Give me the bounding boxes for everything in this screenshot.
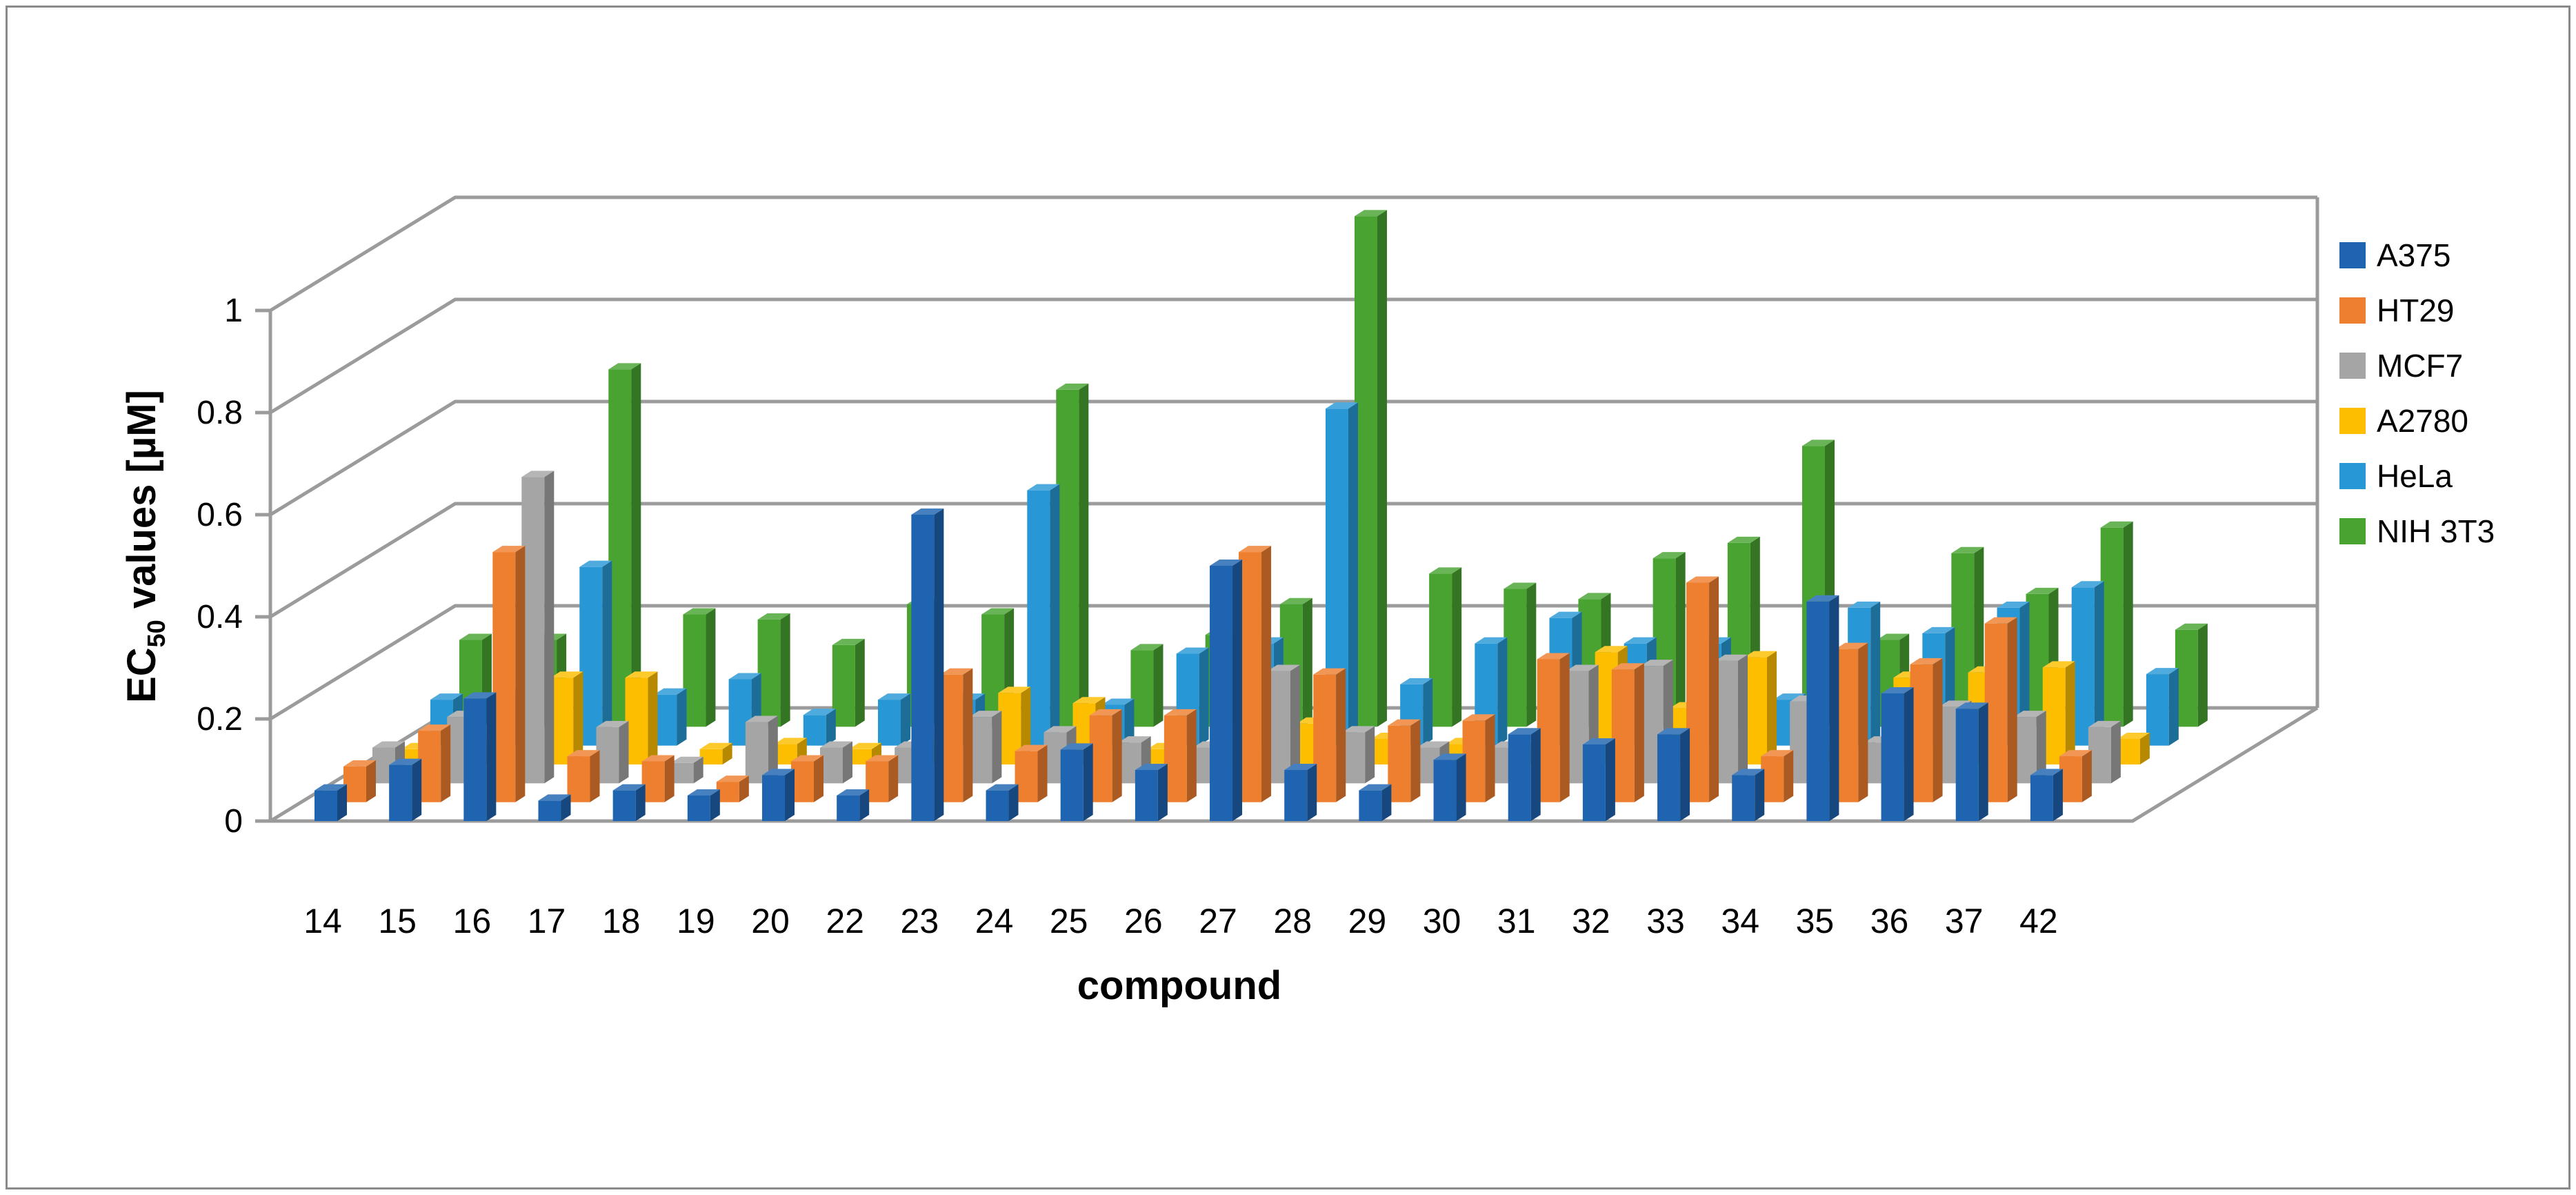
legend-item-a2780: A2780: [2339, 393, 2495, 448]
legend-swatch-a375: [2339, 242, 2366, 268]
svg-text:42: 42: [2019, 902, 2058, 940]
legend-swatch-mcf7: [2339, 353, 2366, 379]
svg-text:0.4: 0.4: [197, 599, 243, 635]
svg-text:29: 29: [1348, 902, 1387, 940]
y-tick-labels: 0 0.2 0.4 0.6 0.8 1: [197, 293, 243, 840]
svg-text:23: 23: [901, 902, 939, 940]
y-axis-title-subscript: 50: [142, 620, 170, 648]
svg-text:36: 36: [1870, 902, 1909, 940]
legend-item-ht29: HT29: [2339, 283, 2495, 338]
svg-text:0.2: 0.2: [197, 701, 243, 738]
legend-label-ht29: HT29: [2377, 293, 2455, 328]
svg-text:27: 27: [1199, 902, 1237, 940]
legend-swatch-nih3t3: [2339, 518, 2366, 544]
legend-swatch-a2780: [2339, 408, 2366, 434]
legend-label-nih3t3: NIH 3T3: [2377, 513, 2495, 549]
svg-text:16: 16: [453, 902, 492, 940]
svg-text:20: 20: [751, 902, 790, 940]
legend-item-mcf7: MCF7: [2339, 338, 2495, 393]
svg-text:35: 35: [1796, 902, 1835, 940]
legend-label-a375: A375: [2377, 237, 2451, 273]
x-category-labels: 14 15 16 17 18 19 20 22 23 24 25 26 27 28 29 30 31 32 33 34…: [303, 902, 2058, 940]
svg-text:19: 19: [677, 902, 715, 940]
y-axis-title-suffix: values [µM]: [119, 390, 164, 620]
bars-ht29: [343, 546, 2092, 802]
y-axis-title: EC50 values [µM]: [119, 236, 171, 857]
svg-text:1: 1: [224, 293, 243, 329]
svg-text:37: 37: [1945, 902, 1984, 940]
y-axis-title-prefix: EC: [119, 647, 164, 703]
svg-text:17: 17: [528, 902, 566, 940]
chart-legend: A375 HT29 MCF7 A2780 HeLa NIH 3T3: [2339, 228, 2495, 559]
bars-a375: [314, 508, 2063, 821]
svg-text:32: 32: [1572, 902, 1610, 940]
svg-text:0.8: 0.8: [197, 395, 243, 431]
svg-text:30: 30: [1423, 902, 1461, 940]
svg-text:24: 24: [975, 902, 1014, 940]
svg-text:31: 31: [1497, 902, 1536, 940]
svg-text:14: 14: [303, 902, 342, 940]
legend-item-nih3t3: NIH 3T3: [2339, 504, 2495, 559]
svg-text:18: 18: [602, 902, 641, 940]
legend-label-mcf7: MCF7: [2377, 348, 2464, 384]
svg-text:33: 33: [1646, 902, 1685, 940]
legend-item-a375: A375: [2339, 228, 2495, 283]
x-axis-title: compound: [1077, 963, 1282, 1008]
svg-text:26: 26: [1124, 902, 1163, 940]
svg-text:22: 22: [826, 902, 864, 940]
legend-label-hela: HeLa: [2377, 458, 2453, 494]
legend-item-hela: HeLa: [2339, 448, 2495, 504]
svg-text:0.6: 0.6: [197, 497, 243, 533]
svg-text:15: 15: [378, 902, 417, 940]
svg-text:0: 0: [224, 803, 243, 840]
legend-label-a2780: A2780: [2377, 403, 2469, 439]
legend-swatch-ht29: [2339, 297, 2366, 324]
chart-border: [6, 6, 2570, 1189]
svg-text:25: 25: [1050, 902, 1088, 940]
svg-text:34: 34: [1721, 902, 1759, 940]
svg-text:28: 28: [1273, 902, 1312, 940]
legend-swatch-hela: [2339, 463, 2366, 489]
